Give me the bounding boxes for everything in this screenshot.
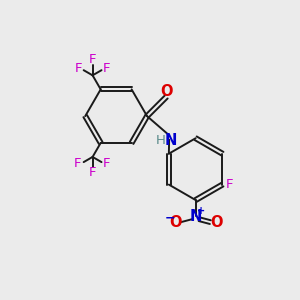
Text: −: − xyxy=(164,211,175,224)
Text: O: O xyxy=(160,84,172,99)
Text: F: F xyxy=(103,62,111,75)
Text: N: N xyxy=(164,133,177,148)
Text: F: F xyxy=(89,166,96,179)
Text: O: O xyxy=(169,214,181,230)
Text: N: N xyxy=(190,209,202,224)
Text: +: + xyxy=(196,206,205,216)
Text: F: F xyxy=(74,157,82,170)
Text: F: F xyxy=(226,178,233,191)
Text: O: O xyxy=(210,214,223,230)
Text: H: H xyxy=(156,134,166,147)
Text: F: F xyxy=(89,53,96,66)
Text: F: F xyxy=(103,157,111,170)
Text: F: F xyxy=(75,62,82,75)
